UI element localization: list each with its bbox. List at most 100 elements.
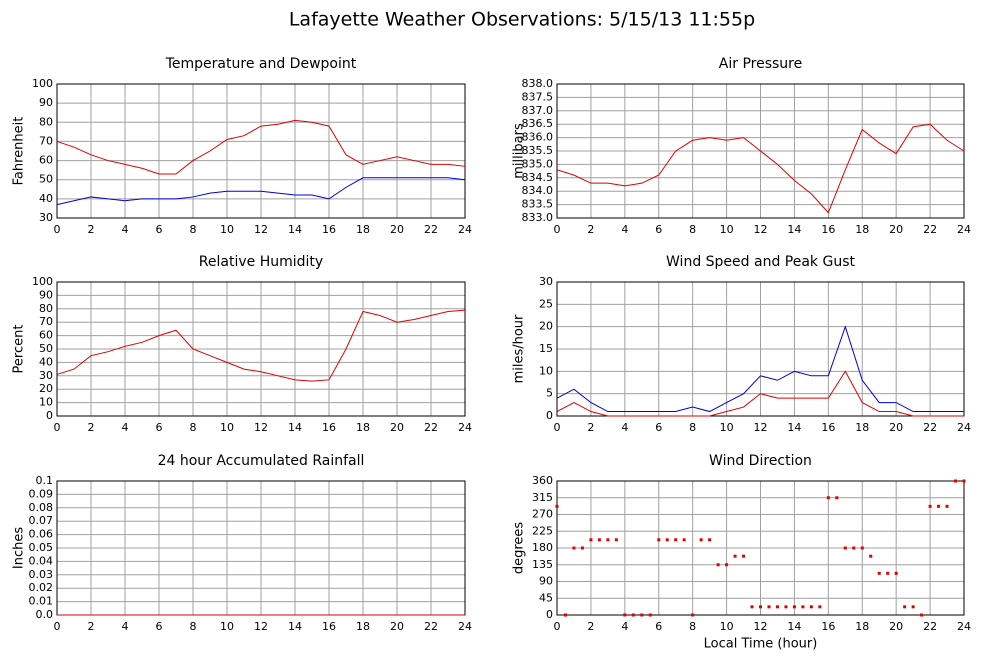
y-tick-label: 70	[39, 134, 53, 147]
y-tick-label: 833.5	[522, 198, 554, 211]
data-point	[928, 504, 932, 508]
x-tick-label: 20	[390, 620, 404, 633]
y-tick-label: 0.1	[36, 474, 54, 487]
data-point	[631, 613, 635, 617]
x-tick-label: 8	[190, 421, 197, 434]
y-axis-label: Percent	[12, 325, 27, 374]
data-point	[563, 613, 567, 617]
x-tick-label: 14	[288, 223, 302, 236]
data-point	[699, 538, 703, 542]
x-tick-label: 10	[720, 223, 734, 236]
data-point	[784, 605, 788, 609]
data-point	[640, 613, 644, 617]
x-tick-label: 14	[787, 421, 801, 434]
x-tick-label: 8	[689, 223, 696, 236]
x-tick-label: 6	[655, 421, 662, 434]
x-tick-label: 16	[821, 421, 835, 434]
data-point	[589, 538, 593, 542]
x-tick-label: 2	[587, 620, 594, 633]
y-tick-label: 25	[539, 297, 553, 310]
chart-title: Air Pressure	[719, 56, 802, 72]
data-point	[682, 538, 686, 542]
x-tick-label: 2	[88, 620, 95, 633]
x-tick-label: 20	[390, 223, 404, 236]
y-tick-label: 5	[546, 387, 553, 400]
y-tick-label: 0.06	[29, 528, 54, 541]
y-tick-label: 60	[39, 329, 53, 342]
data-point	[767, 605, 771, 609]
x-tick-label: 18	[855, 620, 869, 633]
data-point	[674, 538, 678, 542]
x-tick-label: 18	[855, 223, 869, 236]
x-tick-label: 18	[855, 421, 869, 434]
data-point	[809, 605, 813, 609]
data-point	[665, 538, 669, 542]
x-tick-label: 4	[122, 620, 129, 633]
x-tick-label: 6	[655, 223, 662, 236]
data-point	[725, 563, 729, 567]
data-point	[580, 546, 584, 550]
x-tick-label: 12	[254, 223, 268, 236]
y-tick-label: 180	[532, 541, 553, 554]
y-tick-label: 0.08	[29, 501, 54, 514]
x-tick-label: 20	[889, 421, 903, 434]
x-tick-label: 4	[122, 421, 129, 434]
data-point	[750, 605, 754, 609]
y-tick-label: 40	[39, 192, 53, 205]
y-tick-label: 70	[39, 315, 53, 328]
x-tick-label: 10	[720, 620, 734, 633]
x-tick-label: 18	[356, 223, 370, 236]
x-tick-label: 14	[787, 620, 801, 633]
y-axis-label: Inches	[12, 527, 27, 569]
data-point	[691, 613, 695, 617]
x-tick-label: 24	[957, 223, 971, 236]
y-tick-label: 15	[539, 342, 553, 355]
data-line	[556, 370, 964, 417]
y-tick-label: 835.5	[522, 144, 554, 157]
data-point	[597, 538, 601, 542]
data-point	[818, 605, 822, 609]
y-tick-label: 90	[39, 96, 53, 109]
data-point	[894, 571, 898, 575]
y-tick-label: 836.0	[522, 131, 554, 144]
x-tick-label: 14	[288, 620, 302, 633]
x-tick-label: 20	[390, 421, 404, 434]
x-tick-label: 20	[889, 620, 903, 633]
y-axis-label: millibars	[512, 123, 527, 179]
x-tick-label: 22	[923, 620, 937, 633]
x-tick-label: 0	[54, 620, 61, 633]
data-point	[733, 554, 737, 558]
y-tick-label: 0	[546, 608, 553, 621]
x-tick-label: 24	[458, 620, 472, 633]
x-tick-label: 4	[621, 223, 628, 236]
data-point	[860, 546, 864, 550]
chart-title: Wind Direction	[709, 453, 812, 469]
data-line	[56, 177, 466, 206]
data-line	[556, 123, 965, 214]
y-tick-label: 315	[532, 491, 553, 504]
x-tick-label: 2	[88, 421, 95, 434]
y-tick-label: 0	[46, 409, 53, 422]
data-point	[614, 538, 618, 542]
plot-frame	[556, 281, 965, 417]
x-tick-label: 6	[655, 620, 662, 633]
x-tick-label: 16	[322, 620, 336, 633]
data-point	[648, 613, 652, 617]
y-tick-label: 0.02	[29, 581, 54, 594]
y-tick-label: 100	[32, 77, 53, 90]
y-tick-label: 80	[39, 302, 53, 315]
x-tick-label: 0	[554, 223, 561, 236]
y-tick-label: 20	[539, 320, 553, 333]
y-tick-label: 50	[39, 342, 53, 355]
x-tick-label: 8	[689, 620, 696, 633]
y-tick-label: 0.04	[29, 554, 54, 567]
chart-title: Temperature and Dewpoint	[165, 56, 357, 72]
data-point	[886, 571, 890, 575]
y-tick-label: 30	[39, 369, 53, 382]
x-tick-label: 2	[587, 421, 594, 434]
x-tick-label: 24	[458, 421, 472, 434]
data-point	[945, 504, 949, 508]
plot-frame	[556, 480, 965, 616]
x-tick-label: 22	[923, 421, 937, 434]
x-tick-label: 8	[689, 421, 696, 434]
